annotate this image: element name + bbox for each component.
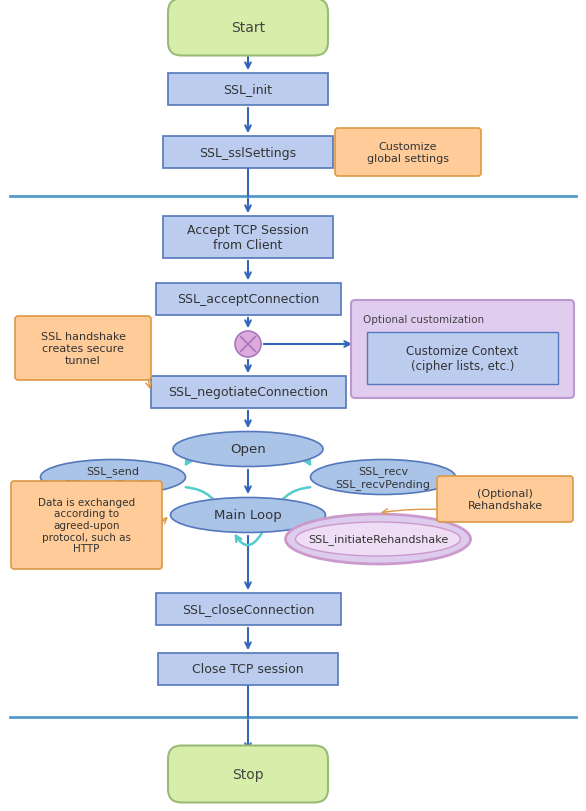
Text: SSL_sslSettings: SSL_sslSettings xyxy=(199,146,297,159)
Text: SSL_negotiateConnection: SSL_negotiateConnection xyxy=(168,386,328,399)
Text: Customize
global settings: Customize global settings xyxy=(367,142,449,164)
Text: SSL handshake
creates secure
tunnel: SSL handshake creates secure tunnel xyxy=(40,332,125,365)
FancyBboxPatch shape xyxy=(163,217,333,259)
Text: Stop: Stop xyxy=(232,767,264,781)
Text: SSL_recv
SSL_recvPending: SSL_recv SSL_recvPending xyxy=(336,466,431,489)
FancyBboxPatch shape xyxy=(155,594,340,625)
Text: Customize Context
(cipher lists, etc.): Customize Context (cipher lists, etc.) xyxy=(406,345,519,372)
Ellipse shape xyxy=(311,460,455,495)
Ellipse shape xyxy=(173,432,323,467)
Text: Close TCP session: Close TCP session xyxy=(192,663,304,676)
Ellipse shape xyxy=(171,498,325,533)
Text: SSL_initiateRehandshake: SSL_initiateRehandshake xyxy=(308,534,448,545)
Text: SSL_closeConnection: SSL_closeConnection xyxy=(182,603,314,616)
Text: Data is exchanged
according to
agreed-upon
protocol, such as
HTTP: Data is exchanged according to agreed-up… xyxy=(38,497,135,554)
FancyBboxPatch shape xyxy=(163,137,333,169)
Text: Accept TCP Session
from Client: Accept TCP Session from Client xyxy=(187,224,309,251)
FancyBboxPatch shape xyxy=(168,0,328,57)
Text: SSL_acceptConnection: SSL_acceptConnection xyxy=(177,293,319,306)
FancyBboxPatch shape xyxy=(367,333,558,384)
FancyBboxPatch shape xyxy=(351,301,574,398)
Text: Optional customization: Optional customization xyxy=(363,315,484,324)
Ellipse shape xyxy=(285,514,471,564)
Text: Main Loop: Main Loop xyxy=(214,508,282,521)
FancyBboxPatch shape xyxy=(168,745,328,803)
FancyBboxPatch shape xyxy=(158,653,338,685)
FancyBboxPatch shape xyxy=(15,316,151,380)
Text: (Optional)
Rehandshake: (Optional) Rehandshake xyxy=(468,488,543,510)
Text: Start: Start xyxy=(231,21,265,35)
FancyBboxPatch shape xyxy=(168,74,328,106)
Ellipse shape xyxy=(40,460,186,495)
FancyBboxPatch shape xyxy=(335,129,481,177)
FancyBboxPatch shape xyxy=(155,284,340,315)
Ellipse shape xyxy=(295,522,461,556)
FancyBboxPatch shape xyxy=(11,482,162,569)
Text: SSL_send
SSL_sendPending: SSL_send SSL_sendPending xyxy=(64,466,162,489)
Text: SSL_init: SSL_init xyxy=(223,84,272,97)
FancyBboxPatch shape xyxy=(437,476,573,522)
Text: Open: Open xyxy=(230,443,266,456)
Circle shape xyxy=(235,332,261,358)
FancyBboxPatch shape xyxy=(151,376,346,409)
